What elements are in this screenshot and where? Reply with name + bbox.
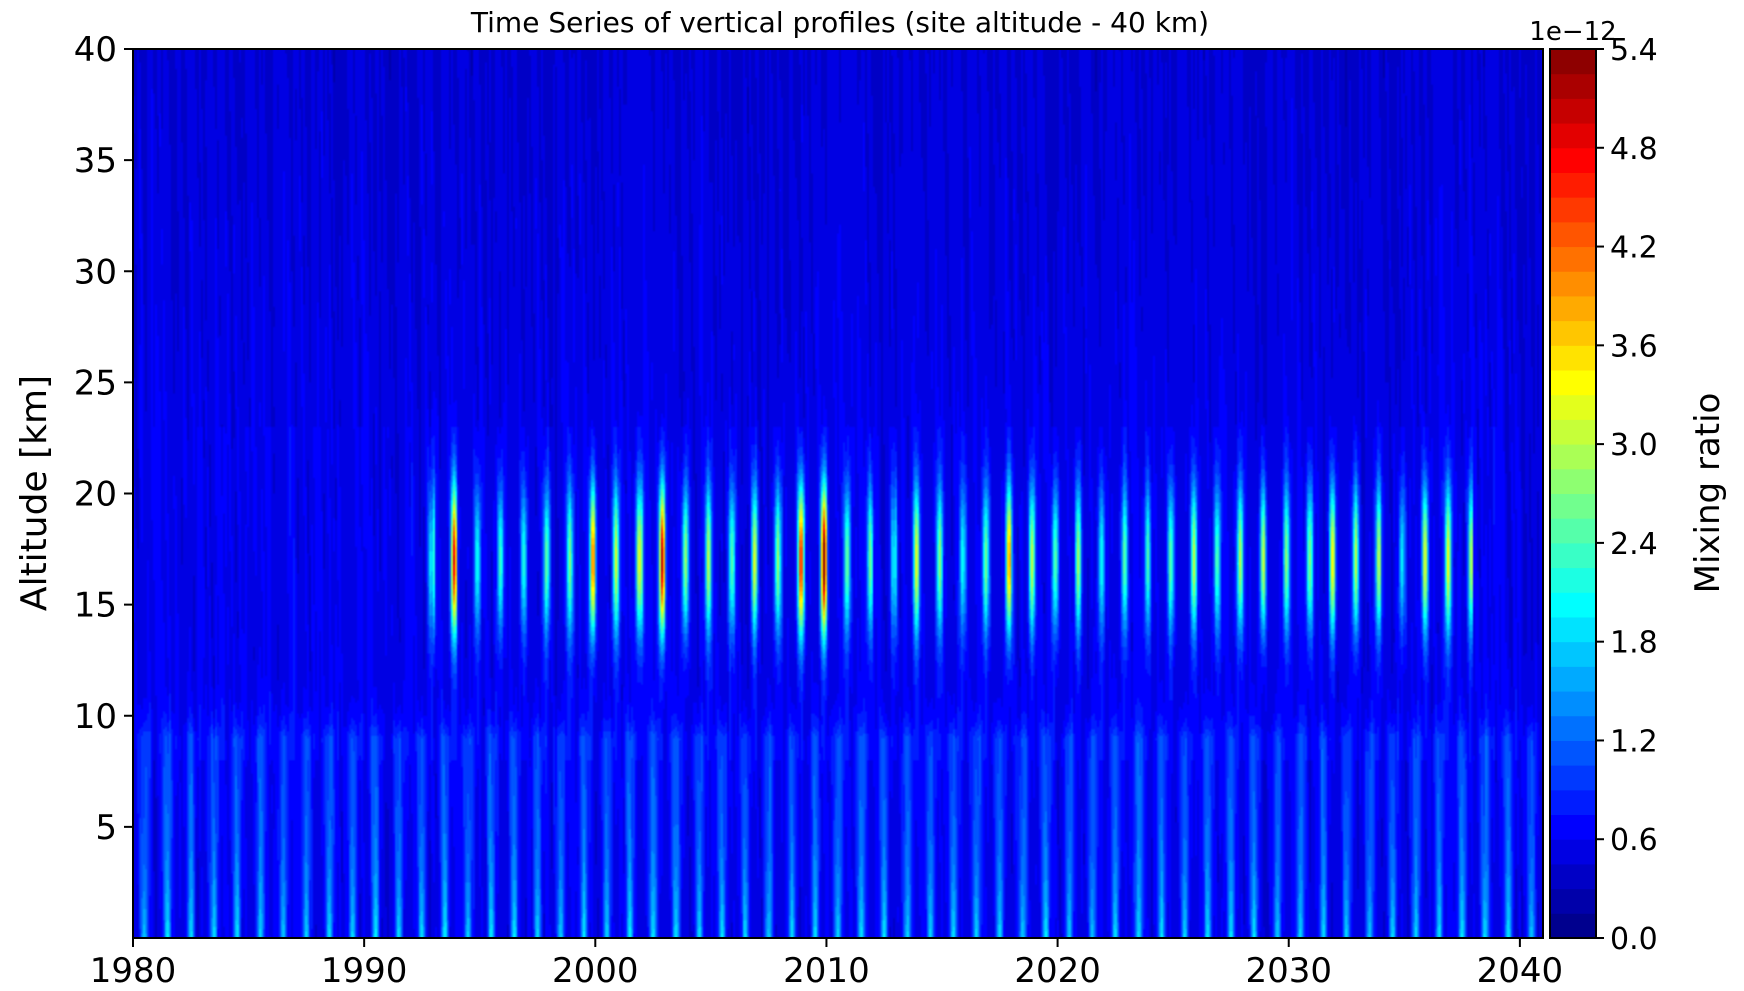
colorbar-band (1550, 197, 1596, 223)
colorbar-frame (1549, 48, 1597, 939)
colorbar-band (1550, 592, 1596, 618)
plot-area (132, 48, 1544, 939)
colorbar-band (1550, 345, 1596, 371)
colorbar-band (1550, 444, 1596, 470)
colorbar-band (1550, 98, 1596, 124)
colorbar-tick-label: 3.6 (1610, 329, 1658, 364)
y-tick-label: 40 (74, 30, 117, 70)
colorbar-tick-label: 4.8 (1610, 132, 1658, 167)
colorbar-band (1550, 789, 1596, 816)
colorbar-bands (1550, 49, 1596, 939)
colorbar-band (1550, 271, 1596, 297)
colorbar-tick-label: 1.8 (1610, 626, 1658, 661)
colorbar: 0.0 0.6 1.2 1.8 2.4 3.0 3.6 4.2 4.8 5.4 1e−12 Mix… (1529, 17, 1728, 957)
colorbar-tick-label: 1.2 (1610, 724, 1658, 759)
x-tick-label: 1990 (321, 951, 408, 991)
colorbar-band (1550, 123, 1596, 149)
colorbar-band (1550, 468, 1596, 494)
y-tick-label: 10 (74, 697, 117, 737)
colorbar-band (1550, 888, 1596, 914)
colorbar-band (1550, 641, 1596, 667)
colorbar-band (1550, 765, 1596, 791)
y-axis-label: Altitude [km] (14, 375, 55, 611)
colorbar-band (1550, 147, 1596, 173)
y-tick-label: 15 (74, 586, 117, 626)
colorbar-band (1550, 814, 1596, 840)
colorbar-band (1550, 567, 1596, 593)
colorbar-band (1550, 419, 1596, 445)
x-tick-label: 2030 (1245, 951, 1332, 991)
y-tick-label: 30 (74, 252, 117, 292)
colorbar-band (1550, 493, 1596, 519)
colorbar-band (1550, 863, 1596, 890)
colorbar-tick-label: 0.0 (1610, 922, 1658, 957)
x-tick-label: 2010 (783, 951, 870, 991)
colorbar-band (1550, 49, 1596, 75)
colorbar-band (1550, 740, 1596, 766)
x-tick-label: 2000 (552, 951, 639, 991)
colorbar-band (1550, 73, 1596, 99)
y-axis: 5 10 15 20 25 30 35 40 (74, 30, 133, 848)
colorbar-band (1550, 246, 1596, 272)
colorbar-band (1550, 839, 1596, 865)
colorbar-band (1550, 542, 1596, 569)
colorbar-band (1550, 715, 1596, 741)
colorbar-tick-label: 0.6 (1610, 823, 1658, 858)
colorbar-band (1550, 221, 1596, 248)
chart-title: Time Series of vertical profiles (site a… (470, 6, 1209, 39)
colorbar-band (1550, 394, 1596, 420)
colorbar-tick-label: 4.2 (1610, 231, 1658, 266)
colorbar-offset-text: 1e−12 (1529, 17, 1616, 47)
colorbar-band (1550, 616, 1596, 643)
y-tick-label: 35 (74, 141, 117, 181)
colorbar-tick-label: 3.0 (1610, 428, 1658, 463)
y-tick-label: 20 (74, 475, 117, 515)
colorbar-band (1550, 320, 1596, 346)
colorbar-band (1550, 295, 1596, 322)
colorbar-band (1550, 691, 1596, 717)
x-tick-label: 1980 (90, 951, 177, 991)
y-tick-label: 5 (95, 808, 117, 848)
x-tick-label: 2020 (1014, 951, 1101, 991)
colorbar-band (1550, 370, 1596, 396)
x-axis: 1980 1990 2000 2010 2020 2030 2040 (90, 938, 1563, 991)
y-tick-label: 25 (74, 363, 117, 403)
colorbar-band (1550, 518, 1596, 544)
colorbar-band (1550, 913, 1596, 939)
x-tick-label: 2040 (1477, 951, 1564, 991)
colorbar-label: Mixing ratio (1688, 393, 1728, 594)
colorbar-tick-label: 5.4 (1610, 33, 1658, 68)
colorbar-band (1550, 666, 1596, 692)
colorbar-band (1550, 172, 1596, 198)
colorbar-tick-label: 2.4 (1610, 527, 1658, 562)
colorbar-ticks: 0.0 0.6 1.2 1.8 2.4 3.0 3.6 4.2 4.8 5.4 (1596, 33, 1658, 957)
heatmap-image (133, 49, 1543, 938)
